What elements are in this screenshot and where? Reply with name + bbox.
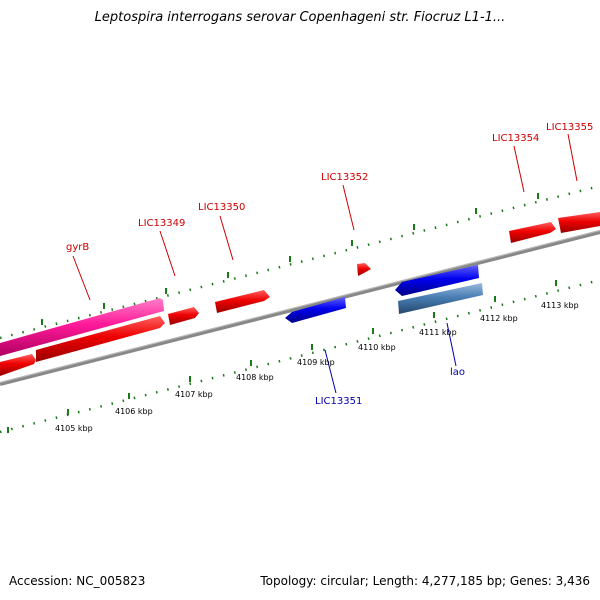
accession-text: Accession: NC_005823 bbox=[9, 574, 146, 588]
gene-reverse-upper[interactable] bbox=[395, 265, 479, 296]
gene-LIC13350-feature[interactable] bbox=[215, 290, 270, 313]
scale-label: 4109 kbp bbox=[297, 358, 335, 367]
scale-label: 4113 kbp bbox=[541, 301, 579, 310]
gene-forward-row2a[interactable] bbox=[0, 354, 36, 376]
scale-label: 4108 kbp bbox=[236, 373, 274, 382]
label-LIC13350[interactable]: LIC13350 bbox=[198, 202, 245, 213]
lower-tick-row bbox=[0, 278, 600, 434]
scale-label: 4106 kbp bbox=[115, 407, 153, 416]
gene-gyrB-feature[interactable] bbox=[0, 298, 164, 356]
label-gyrB[interactable]: gyrB bbox=[66, 242, 89, 253]
map-title: Leptospira interrogans serovar Copenhage… bbox=[94, 10, 506, 25]
upper-tick-row bbox=[0, 184, 600, 340]
bottom-leader-lines bbox=[324, 322, 457, 394]
scale-label: 4111 kbp bbox=[419, 328, 457, 337]
scale-label: 4110 kbp bbox=[358, 343, 396, 352]
label-LIC13349[interactable]: LIC13349 bbox=[138, 218, 185, 229]
gene-LIC13351-feature[interactable] bbox=[285, 297, 346, 323]
label-LIC13351[interactable]: LIC13351 bbox=[315, 396, 362, 407]
gene-LIC13352-feature[interactable] bbox=[357, 263, 371, 276]
label-LIC13354[interactable]: LIC13354 bbox=[492, 133, 539, 144]
scale-label: 4112 kbp bbox=[480, 314, 518, 323]
gene-LIC13349-feature[interactable] bbox=[168, 307, 199, 325]
label-LIC13352[interactable]: LIC13352 bbox=[321, 172, 368, 183]
scale-label: 4105 kbp bbox=[55, 424, 93, 433]
gene-forward-row2b[interactable] bbox=[36, 316, 165, 362]
genome-summary-text: Topology: circular; Length: 4,277,185 bp… bbox=[260, 574, 590, 588]
gene-LIC13354-feature[interactable] bbox=[509, 222, 556, 243]
top-leader-lines bbox=[72, 133, 578, 301]
label-LIC13355[interactable]: LIC13355 bbox=[546, 122, 593, 133]
genome-backbone bbox=[0, 230, 600, 386]
scale-label: 4107 kbp bbox=[175, 390, 213, 399]
gene-LIC13355-feature[interactable] bbox=[558, 212, 600, 233]
label-lao[interactable]: lao bbox=[450, 367, 465, 378]
gene-lao-feature[interactable] bbox=[398, 283, 483, 314]
